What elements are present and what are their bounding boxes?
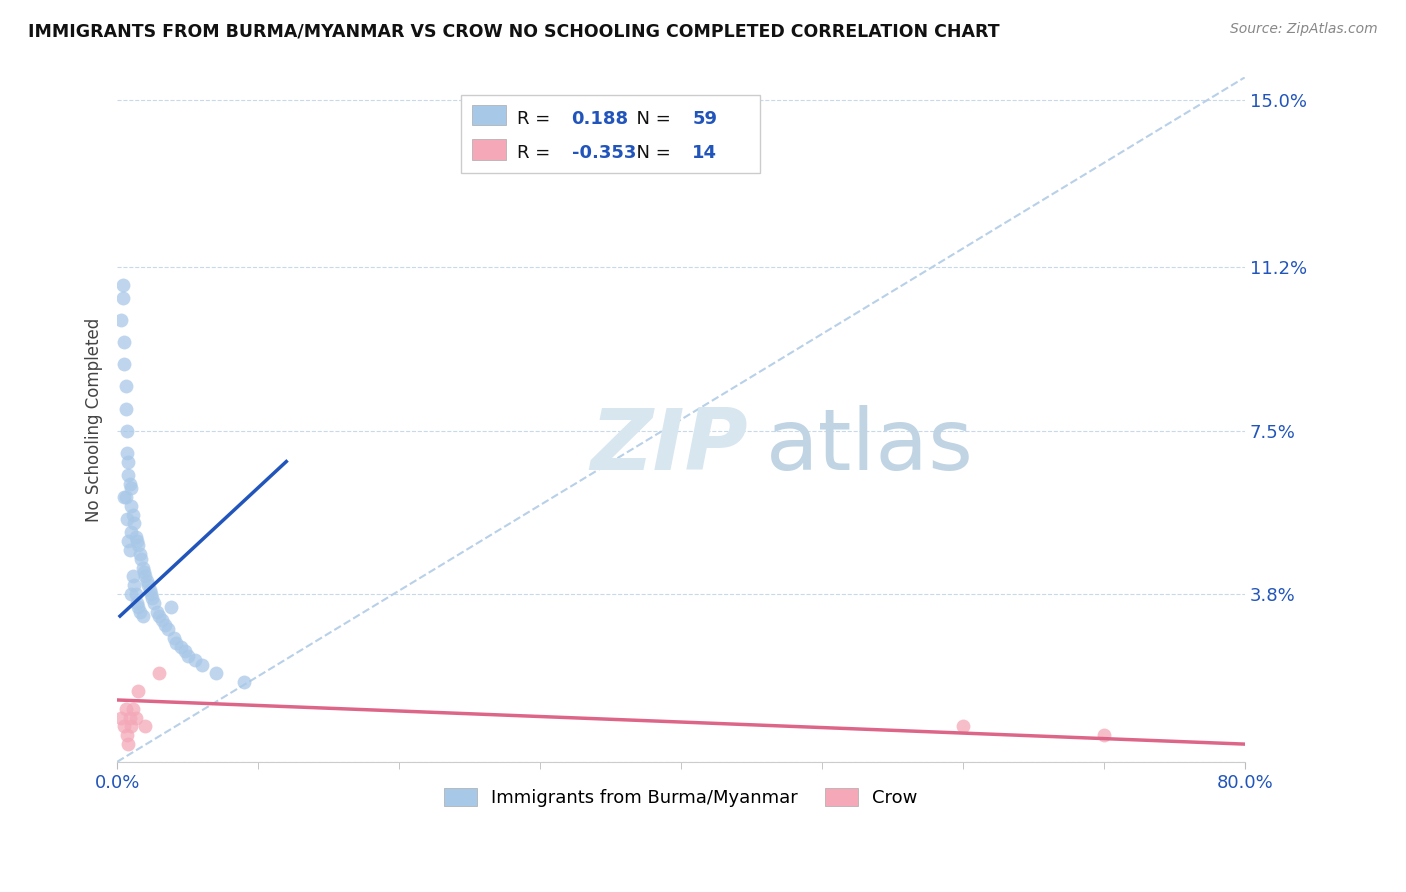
Text: Source: ZipAtlas.com: Source: ZipAtlas.com bbox=[1230, 22, 1378, 37]
Point bbox=[114, 379, 136, 393]
Point bbox=[131, 609, 153, 624]
Point bbox=[124, 530, 146, 544]
Point bbox=[111, 277, 134, 292]
FancyBboxPatch shape bbox=[461, 95, 759, 173]
Point bbox=[141, 591, 163, 606]
Point bbox=[117, 534, 139, 549]
Text: R =: R = bbox=[517, 110, 557, 128]
Point bbox=[169, 640, 191, 654]
Point bbox=[153, 618, 176, 632]
Point bbox=[125, 534, 148, 549]
Text: N =: N = bbox=[624, 144, 676, 161]
Point bbox=[110, 313, 132, 327]
Point bbox=[122, 578, 145, 592]
Point bbox=[134, 569, 156, 583]
Point bbox=[148, 609, 170, 624]
Text: ZIP: ZIP bbox=[591, 406, 748, 489]
Point bbox=[142, 596, 165, 610]
Y-axis label: No Schooling Completed: No Schooling Completed bbox=[86, 318, 103, 522]
Point bbox=[138, 582, 160, 597]
Text: IMMIGRANTS FROM BURMA/MYANMAR VS CROW NO SCHOOLING COMPLETED CORRELATION CHART: IMMIGRANTS FROM BURMA/MYANMAR VS CROW NO… bbox=[28, 22, 1000, 40]
Point bbox=[115, 424, 138, 438]
Point bbox=[120, 525, 142, 540]
Point bbox=[127, 538, 149, 552]
Point bbox=[118, 542, 141, 557]
Point bbox=[176, 648, 198, 663]
Point bbox=[128, 547, 150, 561]
Point bbox=[120, 499, 142, 513]
Text: R =: R = bbox=[517, 144, 557, 161]
Point bbox=[233, 675, 256, 690]
Point bbox=[110, 711, 132, 725]
Point bbox=[132, 565, 155, 579]
Text: atlas: atlas bbox=[765, 406, 973, 489]
Point bbox=[136, 578, 159, 592]
Point bbox=[159, 600, 181, 615]
Point bbox=[115, 512, 138, 526]
Point bbox=[122, 516, 145, 531]
Point bbox=[1092, 728, 1115, 742]
Text: N =: N = bbox=[624, 110, 676, 128]
FancyBboxPatch shape bbox=[472, 105, 506, 126]
Legend: Immigrants from Burma/Myanmar, Crow: Immigrants from Burma/Myanmar, Crow bbox=[437, 780, 925, 814]
Point bbox=[165, 635, 187, 649]
Point bbox=[148, 666, 170, 681]
Point bbox=[150, 614, 173, 628]
Point bbox=[121, 508, 143, 522]
Point bbox=[117, 454, 139, 468]
Point bbox=[121, 702, 143, 716]
Point bbox=[134, 719, 156, 733]
Point bbox=[111, 291, 134, 305]
Point bbox=[112, 358, 135, 372]
Point bbox=[205, 666, 228, 681]
Point bbox=[952, 719, 974, 733]
Point bbox=[118, 476, 141, 491]
Point bbox=[127, 684, 149, 698]
Point bbox=[128, 605, 150, 619]
Point bbox=[125, 596, 148, 610]
Point bbox=[156, 623, 179, 637]
Point bbox=[114, 702, 136, 716]
Point bbox=[124, 711, 146, 725]
Point bbox=[120, 587, 142, 601]
Text: 0.188: 0.188 bbox=[572, 110, 628, 128]
FancyBboxPatch shape bbox=[472, 139, 506, 160]
Point bbox=[112, 335, 135, 350]
Point bbox=[118, 711, 141, 725]
Point bbox=[114, 490, 136, 504]
Point bbox=[131, 560, 153, 574]
Point bbox=[115, 446, 138, 460]
Point bbox=[121, 569, 143, 583]
Point bbox=[120, 481, 142, 495]
Point bbox=[162, 631, 184, 645]
Point bbox=[173, 644, 195, 658]
Point bbox=[139, 587, 162, 601]
Point bbox=[145, 605, 167, 619]
Point bbox=[117, 737, 139, 751]
Text: 14: 14 bbox=[692, 144, 717, 161]
Point bbox=[183, 653, 205, 667]
Text: 59: 59 bbox=[692, 110, 717, 128]
Point bbox=[190, 657, 212, 672]
Point bbox=[117, 467, 139, 482]
Point bbox=[114, 401, 136, 416]
Point bbox=[120, 719, 142, 733]
Point bbox=[115, 728, 138, 742]
Point bbox=[112, 490, 135, 504]
Point bbox=[124, 587, 146, 601]
Point bbox=[127, 600, 149, 615]
Point bbox=[129, 551, 152, 566]
Point bbox=[135, 574, 157, 588]
Text: -0.353: -0.353 bbox=[572, 144, 636, 161]
Point bbox=[112, 719, 135, 733]
